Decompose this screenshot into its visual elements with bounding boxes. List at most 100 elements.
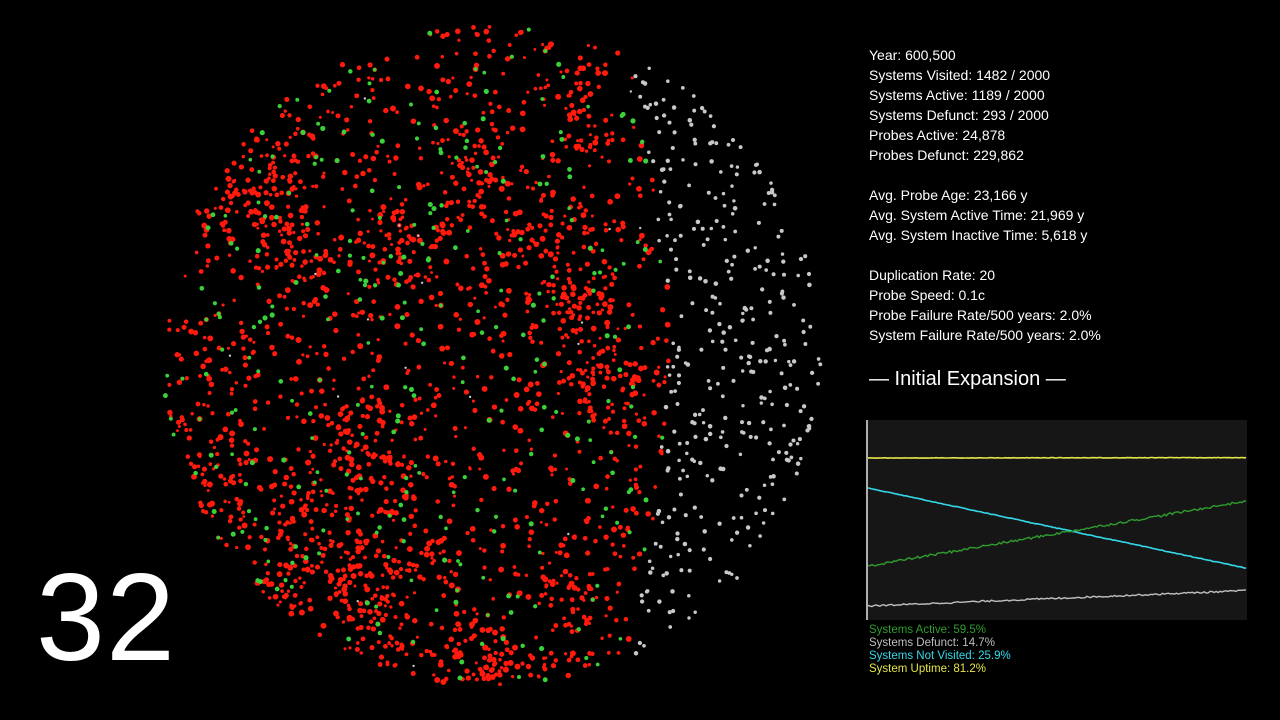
probe-dot bbox=[385, 274, 391, 280]
probe-dot bbox=[466, 172, 472, 178]
probe-dot bbox=[299, 215, 304, 220]
probe-dot bbox=[577, 449, 582, 454]
probe-dot bbox=[322, 443, 326, 446]
probe-dot bbox=[409, 421, 415, 427]
probe-dot bbox=[370, 478, 376, 485]
probe-dot bbox=[517, 427, 524, 434]
probe-dot bbox=[445, 645, 450, 650]
probe-dot bbox=[342, 573, 348, 579]
probe-dot bbox=[308, 249, 312, 253]
probe-dot bbox=[603, 222, 608, 227]
probe-dot bbox=[345, 128, 350, 132]
probe-dot bbox=[482, 260, 487, 266]
probe-dot bbox=[448, 582, 455, 589]
probe-dot bbox=[297, 235, 303, 241]
probe-dot bbox=[465, 531, 470, 536]
probe-dot bbox=[370, 244, 376, 249]
probe-dot bbox=[335, 438, 340, 442]
probe-dot bbox=[393, 155, 399, 161]
probe-dot bbox=[347, 580, 353, 585]
probe-dot bbox=[455, 199, 461, 204]
probe-dot bbox=[458, 217, 464, 223]
probe-dot bbox=[376, 640, 381, 644]
probe-dot bbox=[581, 614, 587, 620]
probe-dot bbox=[615, 430, 620, 436]
probe-dot bbox=[393, 615, 398, 619]
probe-dot bbox=[202, 403, 206, 407]
probe-dot bbox=[438, 291, 443, 296]
probe-dot bbox=[449, 95, 453, 99]
probe-dot bbox=[567, 584, 572, 589]
probe-dot bbox=[426, 277, 432, 283]
probe-dot bbox=[591, 366, 596, 371]
probe-dot bbox=[452, 627, 458, 633]
probe-dot bbox=[338, 466, 344, 471]
probe-dot bbox=[406, 561, 412, 567]
probe-dot bbox=[321, 270, 327, 276]
probe-dot bbox=[327, 257, 334, 263]
probe-dot bbox=[358, 571, 364, 577]
probe-dot bbox=[361, 608, 367, 614]
probe-dot bbox=[516, 264, 521, 270]
probe-dot bbox=[289, 335, 295, 340]
probe-dot bbox=[285, 306, 289, 311]
probe-dot bbox=[373, 267, 378, 272]
probe-dot bbox=[299, 585, 304, 589]
probe-dot bbox=[286, 204, 291, 209]
probe-dot bbox=[284, 97, 290, 102]
probe-dot bbox=[491, 597, 496, 601]
probe-dot bbox=[560, 335, 565, 340]
probe-dot bbox=[344, 512, 350, 518]
probe-dot bbox=[355, 314, 359, 318]
probe-dot bbox=[473, 62, 480, 68]
probe-dot bbox=[379, 229, 383, 233]
probe-dot bbox=[452, 426, 458, 431]
probe-dot bbox=[520, 110, 526, 117]
probe-dot bbox=[332, 378, 336, 382]
probe-dot bbox=[281, 594, 287, 600]
probe-dot bbox=[308, 471, 312, 475]
probe-dot bbox=[210, 411, 215, 416]
probe-dot bbox=[507, 352, 513, 358]
probe-dot bbox=[237, 500, 243, 507]
probe-dot bbox=[493, 177, 499, 183]
probe-dot bbox=[280, 589, 284, 593]
probe-dot bbox=[418, 298, 424, 304]
probe-dot bbox=[238, 419, 242, 423]
probe-dot bbox=[304, 566, 311, 573]
probe-dot bbox=[586, 339, 591, 344]
probe-dot bbox=[482, 565, 487, 570]
probe-dot bbox=[322, 546, 328, 552]
probe-dot bbox=[453, 611, 460, 617]
probe-dot bbox=[367, 284, 372, 289]
probe-dot bbox=[453, 128, 459, 134]
probe-dot bbox=[218, 205, 224, 210]
probe-dot bbox=[177, 353, 182, 357]
probe-dot bbox=[320, 560, 324, 564]
probe-dot bbox=[614, 617, 619, 623]
probe-dot bbox=[264, 562, 268, 567]
probe-dot bbox=[633, 477, 638, 482]
probe-dot bbox=[336, 542, 343, 549]
probe-dot bbox=[407, 258, 413, 264]
probe-dot bbox=[470, 526, 476, 532]
probe-dot bbox=[448, 481, 455, 488]
probe-dot bbox=[583, 397, 588, 402]
probe-dot bbox=[564, 333, 568, 337]
probe-dot bbox=[551, 289, 556, 294]
probe-dot bbox=[202, 232, 208, 238]
probe-dot bbox=[610, 542, 615, 547]
probe-dot bbox=[370, 513, 375, 518]
probe-dot bbox=[584, 519, 590, 525]
probe-dot bbox=[371, 217, 374, 221]
probe-dot bbox=[570, 650, 576, 657]
probe-dot bbox=[456, 158, 461, 163]
probe-dot bbox=[347, 414, 351, 418]
probe-dot bbox=[436, 141, 440, 146]
probe-dot bbox=[570, 291, 576, 297]
probe-dot bbox=[632, 390, 639, 396]
probe-dot bbox=[440, 679, 447, 685]
probe-dot bbox=[546, 282, 552, 288]
probe-dot bbox=[448, 200, 454, 206]
probe-dot bbox=[601, 258, 608, 265]
